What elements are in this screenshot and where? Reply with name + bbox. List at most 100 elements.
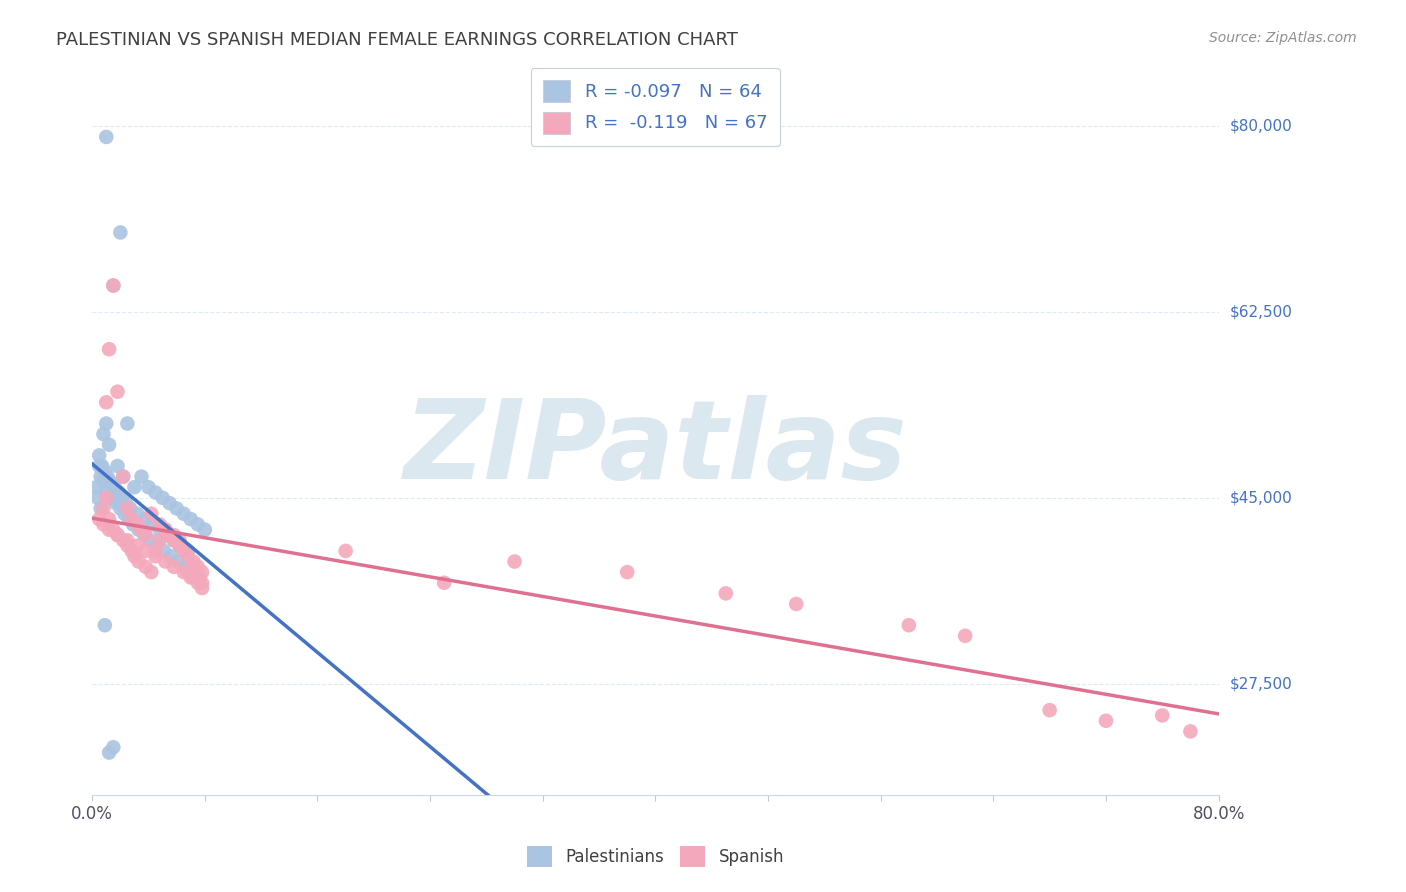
Point xyxy=(128,555,150,569)
Text: $45,000: $45,000 xyxy=(1230,491,1292,506)
Point xyxy=(145,544,167,558)
Point xyxy=(1180,724,1202,739)
Point xyxy=(94,618,117,632)
Point xyxy=(163,533,186,548)
Point xyxy=(98,438,121,452)
Point xyxy=(135,559,157,574)
Point xyxy=(155,523,177,537)
Point xyxy=(135,528,157,542)
Point xyxy=(191,565,214,579)
Point xyxy=(96,417,118,431)
Point xyxy=(149,533,172,548)
Point xyxy=(155,523,177,537)
Point xyxy=(103,278,125,293)
Point xyxy=(160,549,183,564)
Point xyxy=(96,480,118,494)
Point xyxy=(145,485,167,500)
Point xyxy=(103,523,125,537)
Point xyxy=(177,544,200,558)
Point xyxy=(169,533,191,548)
Point xyxy=(107,384,129,399)
Point xyxy=(103,278,125,293)
Point xyxy=(138,480,160,494)
Point xyxy=(98,746,121,760)
Legend: Palestinians, Spanish: Palestinians, Spanish xyxy=(520,839,790,873)
Point xyxy=(89,458,111,473)
Text: $62,500: $62,500 xyxy=(1230,304,1292,319)
Point xyxy=(89,449,111,463)
Point xyxy=(167,555,190,569)
Point xyxy=(100,475,122,489)
Point xyxy=(145,549,167,564)
Point xyxy=(103,740,125,755)
Point xyxy=(177,549,200,564)
Point xyxy=(122,517,145,532)
Point xyxy=(114,507,136,521)
Point xyxy=(181,565,204,579)
Point xyxy=(135,544,157,558)
Point xyxy=(616,565,638,579)
Point xyxy=(105,496,128,510)
Point xyxy=(188,570,211,584)
Point xyxy=(96,491,118,505)
Point xyxy=(433,575,456,590)
Point xyxy=(98,523,121,537)
Text: $27,500: $27,500 xyxy=(1230,676,1292,691)
Point xyxy=(120,501,142,516)
Point xyxy=(153,544,176,558)
Point xyxy=(111,491,134,505)
Point xyxy=(187,517,209,532)
Point xyxy=(98,512,121,526)
Point xyxy=(117,501,139,516)
Point xyxy=(107,458,129,473)
Point xyxy=(108,485,131,500)
Point xyxy=(124,549,146,564)
Point xyxy=(897,618,920,632)
Point xyxy=(112,469,135,483)
Point xyxy=(112,533,135,548)
Point xyxy=(128,523,150,537)
Point xyxy=(94,464,117,478)
Point xyxy=(101,491,124,505)
Point xyxy=(141,507,163,521)
Point xyxy=(169,539,191,553)
Point xyxy=(124,480,146,494)
Point xyxy=(117,417,139,431)
Point xyxy=(714,586,737,600)
Point xyxy=(93,517,115,532)
Point xyxy=(90,501,112,516)
Point xyxy=(159,528,181,542)
Point xyxy=(159,496,181,510)
Point xyxy=(173,507,195,521)
Point xyxy=(135,512,157,526)
Point xyxy=(177,565,200,579)
Point xyxy=(96,129,118,144)
Point xyxy=(98,343,121,357)
Point xyxy=(1152,708,1174,723)
Point xyxy=(183,570,205,584)
Point xyxy=(131,469,153,483)
Point xyxy=(155,555,177,569)
Point xyxy=(183,555,205,569)
Point xyxy=(146,539,169,553)
Point xyxy=(180,570,202,584)
Text: $80,000: $80,000 xyxy=(1230,119,1292,134)
Point xyxy=(335,544,357,558)
Point xyxy=(503,555,526,569)
Point xyxy=(953,629,976,643)
Point xyxy=(121,512,143,526)
Point xyxy=(187,559,209,574)
Point xyxy=(121,544,143,558)
Point xyxy=(107,528,129,542)
Point xyxy=(93,501,115,516)
Point xyxy=(131,523,153,537)
Point xyxy=(89,512,111,526)
Point xyxy=(191,581,214,595)
Point xyxy=(1095,714,1118,728)
Point xyxy=(104,480,127,494)
Point xyxy=(127,517,149,532)
Text: ZIPatlas: ZIPatlas xyxy=(404,395,907,502)
Point xyxy=(173,565,195,579)
Point xyxy=(173,544,195,558)
Point xyxy=(117,533,139,548)
